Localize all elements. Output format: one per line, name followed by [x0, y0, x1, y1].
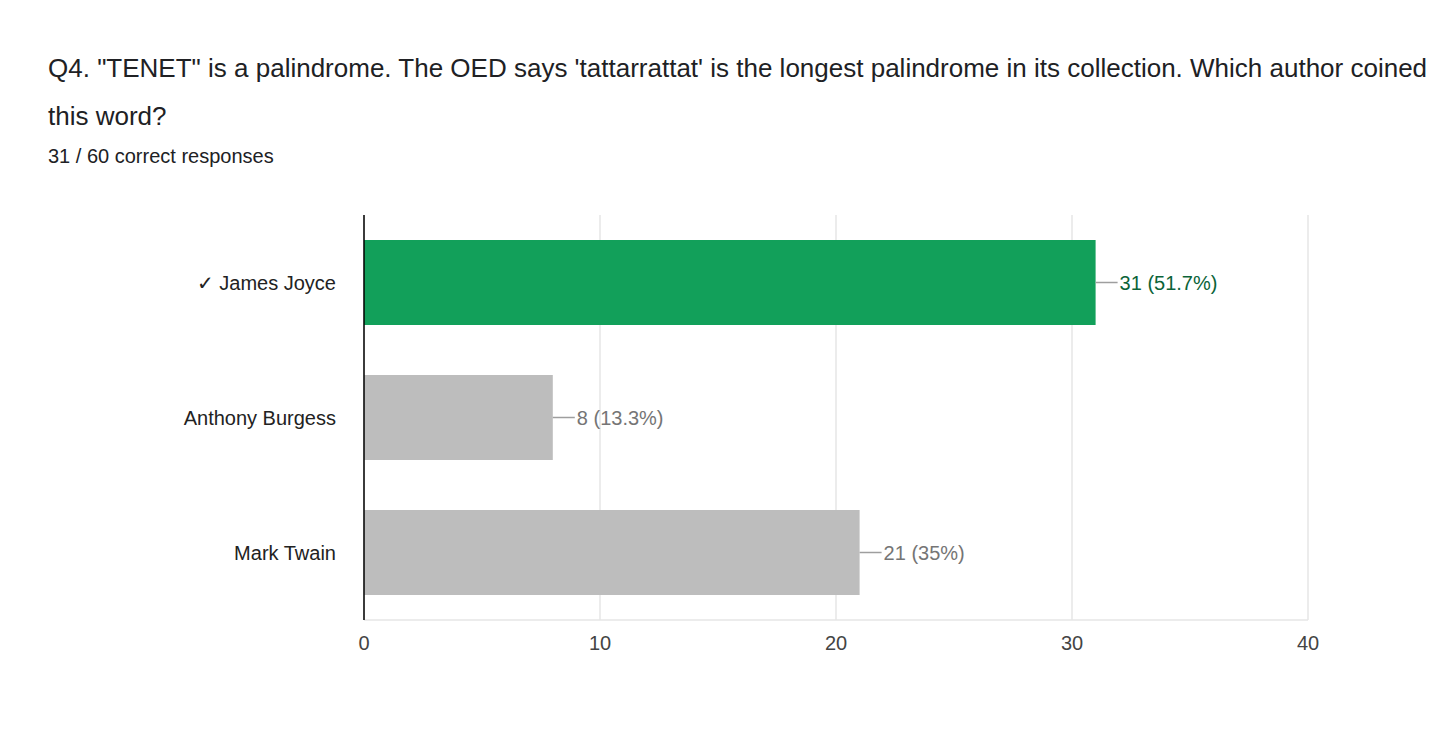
svg-text:30: 30	[1061, 632, 1083, 654]
svg-text:40: 40	[1297, 632, 1319, 654]
svg-text:31 (51.7%): 31 (51.7%)	[1120, 272, 1218, 294]
svg-text:0: 0	[358, 632, 369, 654]
svg-text:Mark Twain: Mark Twain	[234, 542, 336, 564]
svg-text:Anthony Burgess: Anthony Burgess	[184, 407, 336, 429]
svg-text:21 (35%): 21 (35%)	[884, 542, 965, 564]
html-text:Q4. "TENET" is a palindrome. T: Q4. "TENET" is a palindrome. The OED say…	[48, 53, 1428, 131]
svg-text:10: 10	[589, 632, 611, 654]
svg-text:8 (13.3%): 8 (13.3%)	[577, 407, 664, 429]
html-text:31 / 60 correct responses: 31 / 60 correct responses	[48, 145, 274, 167]
svg-text:✓ James Joyce: ✓ James Joyce	[197, 272, 336, 294]
svg-text:20: 20	[825, 632, 847, 654]
